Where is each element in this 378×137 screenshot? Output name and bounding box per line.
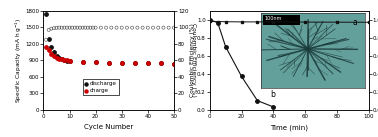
discharge [46, 38, 52, 41]
charge [119, 62, 125, 64]
discharge [158, 62, 164, 65]
Point [113, 27, 119, 29]
Point [51, 27, 57, 29]
Point [93, 27, 99, 29]
Point [119, 27, 125, 29]
Point [54, 27, 60, 29]
Point [145, 27, 151, 29]
discharge [54, 55, 60, 58]
discharge [93, 61, 99, 64]
Point [85, 27, 91, 29]
charge [48, 53, 54, 55]
charge [54, 56, 60, 59]
charge [64, 59, 70, 62]
Point [82, 27, 88, 29]
Point [166, 27, 172, 29]
Point [77, 27, 83, 29]
Point [74, 27, 81, 29]
charge [93, 61, 99, 63]
charge [51, 55, 57, 57]
Point [103, 27, 109, 29]
Point [90, 27, 96, 29]
Point [79, 27, 85, 29]
discharge [56, 57, 62, 59]
discharge [145, 62, 151, 64]
Point [171, 27, 177, 29]
discharge [64, 59, 70, 62]
Y-axis label: Specific Capacity (mA h g$^{-1}$): Specific Capacity (mA h g$^{-1}$) [14, 18, 24, 103]
Point [59, 27, 65, 29]
charge [171, 62, 177, 65]
discharge [67, 60, 73, 62]
Point [67, 27, 73, 29]
discharge [59, 58, 65, 60]
discharge [61, 59, 67, 61]
Point [87, 27, 93, 29]
Point [69, 27, 75, 29]
X-axis label: Time (min): Time (min) [270, 124, 308, 131]
discharge [171, 62, 177, 65]
discharge [119, 62, 125, 64]
charge [56, 58, 62, 60]
charge [67, 60, 73, 62]
discharge [79, 61, 85, 63]
Point [46, 29, 52, 31]
discharge [43, 13, 49, 15]
Point [48, 28, 54, 30]
charge [158, 62, 164, 64]
Point [56, 27, 62, 29]
Legend: discharge, charge: discharge, charge [83, 79, 119, 95]
Point [43, 39, 49, 41]
Point [64, 27, 70, 29]
discharge [48, 45, 54, 48]
charge [59, 58, 65, 61]
Text: a: a [353, 18, 358, 27]
Point [108, 27, 114, 29]
Point [124, 27, 130, 29]
X-axis label: Cycle Number: Cycle Number [84, 124, 133, 130]
charge [132, 62, 138, 64]
Point [72, 27, 78, 29]
charge [105, 62, 112, 64]
Point [155, 27, 161, 29]
Point [129, 27, 135, 29]
Y-axis label: Coulombic Efficiency (%): Coulombic Efficiency (%) [191, 23, 196, 97]
Point [61, 27, 67, 29]
charge [61, 59, 67, 61]
Point [98, 27, 104, 29]
charge [145, 62, 151, 64]
charge [46, 49, 52, 52]
Point [150, 27, 156, 29]
Y-axis label: Coulombic Efficiency (%): Coulombic Efficiency (%) [191, 23, 195, 97]
Point [134, 27, 140, 29]
discharge [51, 51, 57, 53]
discharge [105, 62, 112, 64]
Point [160, 27, 166, 29]
Point [139, 27, 146, 29]
charge [43, 45, 49, 48]
discharge [132, 62, 138, 64]
charge [79, 61, 85, 63]
Text: b: b [270, 90, 275, 99]
